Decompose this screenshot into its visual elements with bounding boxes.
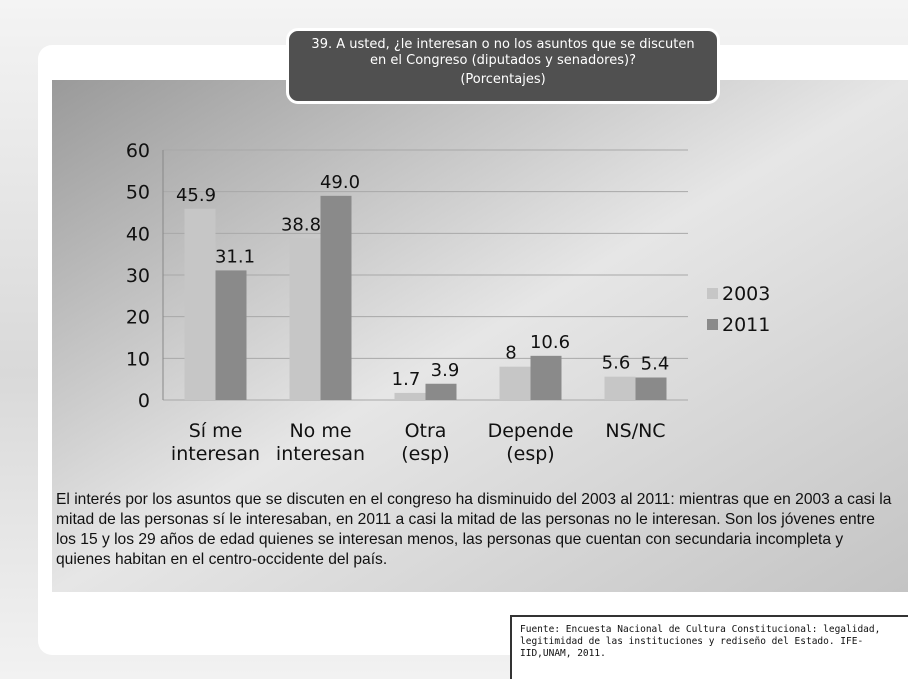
data-label: 10.6 (530, 332, 570, 353)
data-label: 5.6 (602, 353, 631, 374)
bar (604, 376, 636, 400)
chart-subtitle: (Porcentajes) (460, 72, 546, 87)
data-label: 45.9 (176, 185, 216, 206)
data-label: 8 (505, 343, 516, 364)
bar (215, 270, 247, 400)
y-tick-label: 40 (126, 223, 150, 245)
x-tick-label: Depende (esp) (487, 420, 574, 465)
y-tick-label: 60 (126, 140, 150, 162)
legend-label: 2003 (722, 283, 770, 305)
data-label: 49.0 (320, 172, 360, 193)
x-tick-label: No me interesan (275, 420, 366, 465)
bar (184, 208, 216, 400)
data-label: 1.7 (392, 369, 421, 390)
y-tick-label: 20 (126, 307, 150, 329)
x-tick-label: NS/NC (605, 420, 666, 442)
data-label: 38.8 (281, 214, 321, 235)
data-label: 5.4 (641, 354, 670, 375)
data-label: 3.9 (431, 360, 460, 381)
y-tick-label: 0 (138, 390, 150, 412)
source: Fuente: Encuesta Nacional de Cultura Con… (510, 615, 908, 679)
data-label: 31.1 (215, 246, 255, 267)
bar (394, 392, 426, 400)
bar (499, 366, 531, 400)
y-tick-label: 30 (126, 265, 150, 287)
y-tick-label: 10 (126, 348, 150, 370)
bar (289, 238, 321, 400)
bar (530, 355, 562, 400)
bar (635, 377, 667, 400)
legend-label: 2011 (722, 314, 770, 336)
chart-title: 39. A usted, ¿le interesan o no los asun… (311, 37, 695, 68)
title-box: 39. A usted, ¿le interesan o no los asun… (286, 28, 720, 104)
bar (320, 195, 352, 400)
legend-swatch (707, 319, 718, 330)
x-tick-label: Otra (esp) (401, 420, 450, 465)
x-tick-label: Sí me interesan (170, 420, 261, 465)
y-tick-label: 50 (126, 182, 150, 204)
legend-swatch (707, 288, 718, 299)
bar (425, 383, 457, 400)
note: El interés por los asuntos que se discut… (56, 491, 892, 568)
